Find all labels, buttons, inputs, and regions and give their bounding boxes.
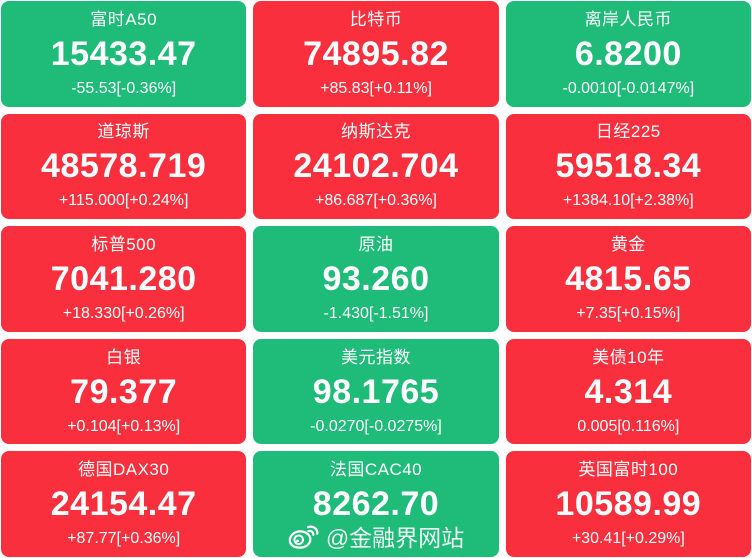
market-value: 4.314 [584, 372, 673, 411]
market-change: +0.104[+0.13%] [67, 417, 181, 435]
market-change: +115.000[+0.24%] [58, 192, 189, 210]
market-tile: 黄金 4815.65 +7.35[+0.15%] [505, 226, 751, 332]
market-value: 74895.82 [303, 34, 449, 73]
market-change: +85.83[+0.11%] [320, 79, 432, 97]
market-value: 7041.280 [50, 259, 197, 298]
market-change: -0.0010[-0.0147%] [562, 79, 695, 97]
market-name: 白银 [106, 347, 142, 367]
market-value: 79.377 [70, 372, 178, 411]
market-value: 59518.34 [555, 147, 702, 186]
market-name: 富时A50 [90, 9, 158, 29]
market-tile: 纳斯达克 24102.704 +86.687[+0.36%] [253, 113, 499, 220]
market-change: +30.41[+0.29%] [571, 530, 685, 548]
market-tile: 富时A50 15433.47 -55.53[-0.36%] [1, 1, 247, 107]
market-name: 道琼斯 [97, 122, 150, 142]
market-change: -55.53[-0.36%] [71, 79, 177, 97]
market-value: 98.1765 [312, 372, 440, 411]
market-name: 黄金 [610, 234, 646, 254]
market-value: 24154.47 [50, 485, 197, 524]
market-name: 比特币 [349, 9, 403, 29]
market-name: 标普500 [91, 234, 157, 254]
market-tile: 标普500 7041.280 +18.330[+0.26%] [1, 226, 247, 332]
market-tile: 离岸人民币 6.8200 -0.0010[-0.0147%] [505, 1, 751, 107]
market-name: 离岸人民币 [584, 9, 673, 29]
market-change: -1.430[-1.51%] [323, 304, 429, 322]
market-value: 24102.704 [293, 147, 459, 186]
market-name: 纳斯达克 [340, 122, 411, 142]
market-tile: 英国富时100 10589.99 +30.41[+0.29%] [505, 451, 751, 557]
market-tile: 道琼斯 48578.719 +115.000[+0.24%] [1, 113, 247, 220]
market-name: 英国富时100 [578, 460, 679, 480]
market-tile: 白银 79.377 +0.104[+0.13%] [1, 338, 247, 445]
market-name: 日经225 [595, 122, 661, 142]
market-tile: 美元指数 98.1765 -0.0270[-0.0275%] [253, 338, 499, 445]
market-value: 15433.47 [50, 34, 197, 73]
market-name: 法国CAC40 [329, 460, 423, 480]
market-name: 原油 [358, 234, 394, 254]
market-change: 0.005[0.116%] [577, 417, 680, 435]
market-change: +86.687[+0.36%] [315, 192, 437, 210]
market-change: -0.0270[-0.0275%] [310, 417, 442, 435]
market-value: 10589.99 [555, 485, 702, 524]
market-change: +18.330[+0.26%] [62, 304, 185, 322]
market-value: 6.8200 [574, 34, 682, 73]
market-tile: 比特币 74895.82 +85.83[+0.11%] [253, 1, 499, 107]
market-tile: 美债10年 4.314 0.005[0.116%] [505, 338, 751, 445]
market-tile: 法国CAC40 8262.70 [253, 451, 499, 557]
market-value: 48578.719 [41, 147, 207, 186]
market-change: +7.35[+0.15%] [576, 304, 681, 322]
market-name: 美元指数 [340, 347, 411, 367]
market-tile: 原油 93.260 -1.430[-1.51%] [253, 226, 499, 332]
market-name: 美债10年 [592, 347, 665, 367]
market-change: +1384.10[+2.38%] [562, 192, 694, 210]
market-name: 德国DAX30 [77, 460, 170, 480]
market-change: +87.77[+0.36%] [67, 530, 181, 548]
market-tile: 日经225 59518.34 +1384.10[+2.38%] [505, 113, 751, 220]
market-value: 8262.70 [312, 485, 440, 524]
market-tile: 德国DAX30 24154.47 +87.77[+0.36%] [1, 451, 247, 557]
market-value: 93.260 [322, 259, 430, 298]
market-value: 4815.65 [565, 259, 692, 298]
